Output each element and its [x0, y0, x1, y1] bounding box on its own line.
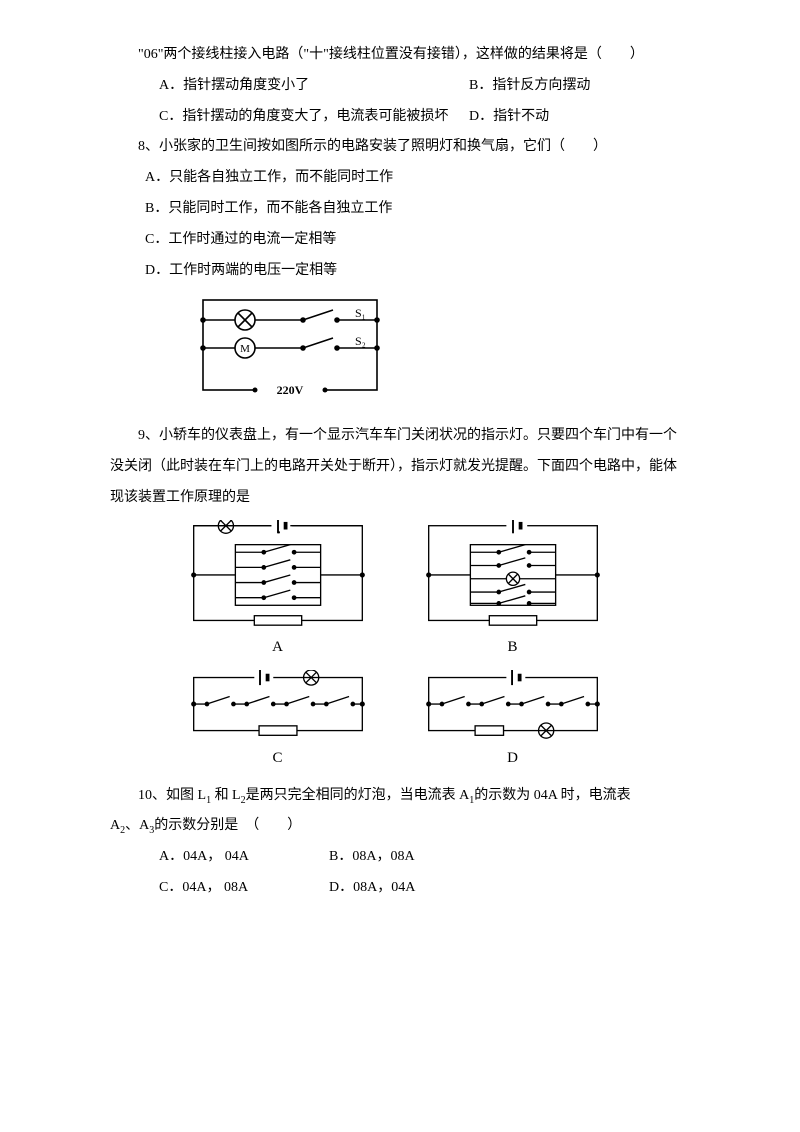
q10-stem-line2: A2、A3的示数分别是 （ ）	[110, 811, 690, 842]
q8-options: A．只能各自独立工作，而不能同时工作 B．只能同时工作，而不能各自独立工作 C．…	[110, 163, 690, 286]
label-220v: 220V	[277, 383, 304, 397]
label-a: A	[180, 631, 375, 664]
q10: 10、如图 L1 和 L2是两只完全相同的灯泡，当电流表 A1的示数为 04A …	[110, 781, 690, 904]
q7-opt-b: B．指针反方向摆动	[469, 71, 590, 102]
q8-stem: 8、小张家的卫生间按如图所示的电路安装了照明灯和换气扇，它们（ ）	[110, 132, 690, 163]
page: "06"两个接线柱接入电路（"十"接线柱位置没有接错），这样做的结果将是（ ） …	[0, 0, 800, 944]
q8: 8、小张家的卫生间按如图所示的电路安装了照明灯和换气扇，它们（ ） A．只能各自…	[110, 132, 690, 415]
q7-row-ab: A．指针摆动角度变小了 B．指针反方向摆动	[159, 71, 690, 102]
q7-opt-a: A．指针摆动角度变小了	[159, 71, 469, 102]
q10-stem-line1: 10、如图 L1 和 L2是两只完全相同的灯泡，当电流表 A1的示数为 04A …	[110, 781, 690, 812]
q8-opt-a: A．只能各自独立工作，而不能同时工作	[145, 163, 690, 194]
circuit-c: C	[180, 670, 375, 775]
q7-row-cd: C．指针摆动的角度变大了，电流表可能被损坏 D．指针不动	[159, 102, 690, 133]
label-d: D	[415, 742, 610, 775]
q8-opt-d: D．工作时两端的电压一定相等	[145, 256, 690, 287]
label-c: C	[180, 742, 375, 775]
circuit-a: A	[180, 520, 375, 664]
q7-opt-d: D．指针不动	[469, 102, 549, 133]
q9-circuits: A	[180, 520, 610, 775]
q8-opt-b: B．只能同时工作，而不能各自独立工作	[145, 194, 690, 225]
q7: "06"两个接线柱接入电路（"十"接线柱位置没有接错），这样做的结果将是（ ） …	[110, 40, 690, 132]
q10-opt-d: D．08A，04A	[329, 873, 415, 904]
q10-options: A．04A， 04A B．08A，08A C．04A， 08A D．08A，04…	[159, 842, 690, 904]
svg-text:M: M	[240, 343, 250, 355]
q8-circuit: M S₁	[195, 292, 385, 415]
q9: 9、小轿车的仪表盘上，有一个显示汽车车门关闭状况的指示灯。只要四个车门中有一个没…	[110, 421, 690, 774]
q7-opt-c: C．指针摆动的角度变大了，电流表可能被损坏	[159, 102, 469, 133]
label-s2: S₂	[355, 334, 366, 348]
label-s1: S₁	[355, 306, 366, 320]
q10-opt-a: A．04A， 04A	[159, 842, 329, 873]
q9-stem: 9、小轿车的仪表盘上，有一个显示汽车车门关闭状况的指示灯。只要四个车门中有一个没…	[110, 421, 690, 513]
q8-opt-c: C．工作时通过的电流一定相等	[145, 225, 690, 256]
label-b: B	[415, 631, 610, 664]
q10-opt-c: C．04A， 08A	[159, 873, 329, 904]
q10-opt-b: B．08A，08A	[329, 842, 415, 873]
q7-stem: "06"两个接线柱接入电路（"十"接线柱位置没有接错），这样做的结果将是（ ）	[110, 40, 690, 71]
circuit-b: B	[415, 520, 610, 664]
circuit-d: D	[415, 670, 610, 775]
